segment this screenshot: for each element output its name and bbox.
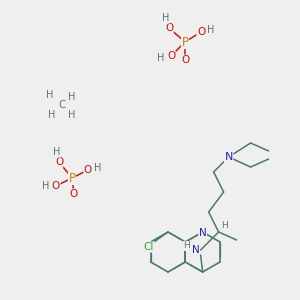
Text: C: C [58,100,66,110]
Text: N: N [192,245,200,255]
Text: O: O [55,157,63,167]
Text: H: H [207,25,215,35]
Text: Cl: Cl [144,242,154,252]
Text: H: H [48,110,56,120]
Text: H: H [221,220,228,230]
Text: H: H [68,110,76,120]
Text: O: O [84,165,92,175]
Text: O: O [165,23,173,33]
Text: O: O [167,51,175,61]
Text: H: H [53,147,61,157]
Text: H: H [183,242,190,250]
Text: N: N [199,228,206,238]
Text: H: H [68,92,76,102]
Text: H: H [162,13,170,23]
Text: O: O [52,181,60,191]
Text: N: N [224,152,233,162]
Text: O: O [197,27,205,37]
Text: P: P [182,35,188,49]
Text: O: O [70,189,78,199]
Text: P: P [68,172,76,184]
Text: H: H [157,53,165,63]
Text: H: H [46,90,54,100]
Text: O: O [181,55,189,65]
Text: H: H [94,163,102,173]
Text: H: H [42,181,50,191]
